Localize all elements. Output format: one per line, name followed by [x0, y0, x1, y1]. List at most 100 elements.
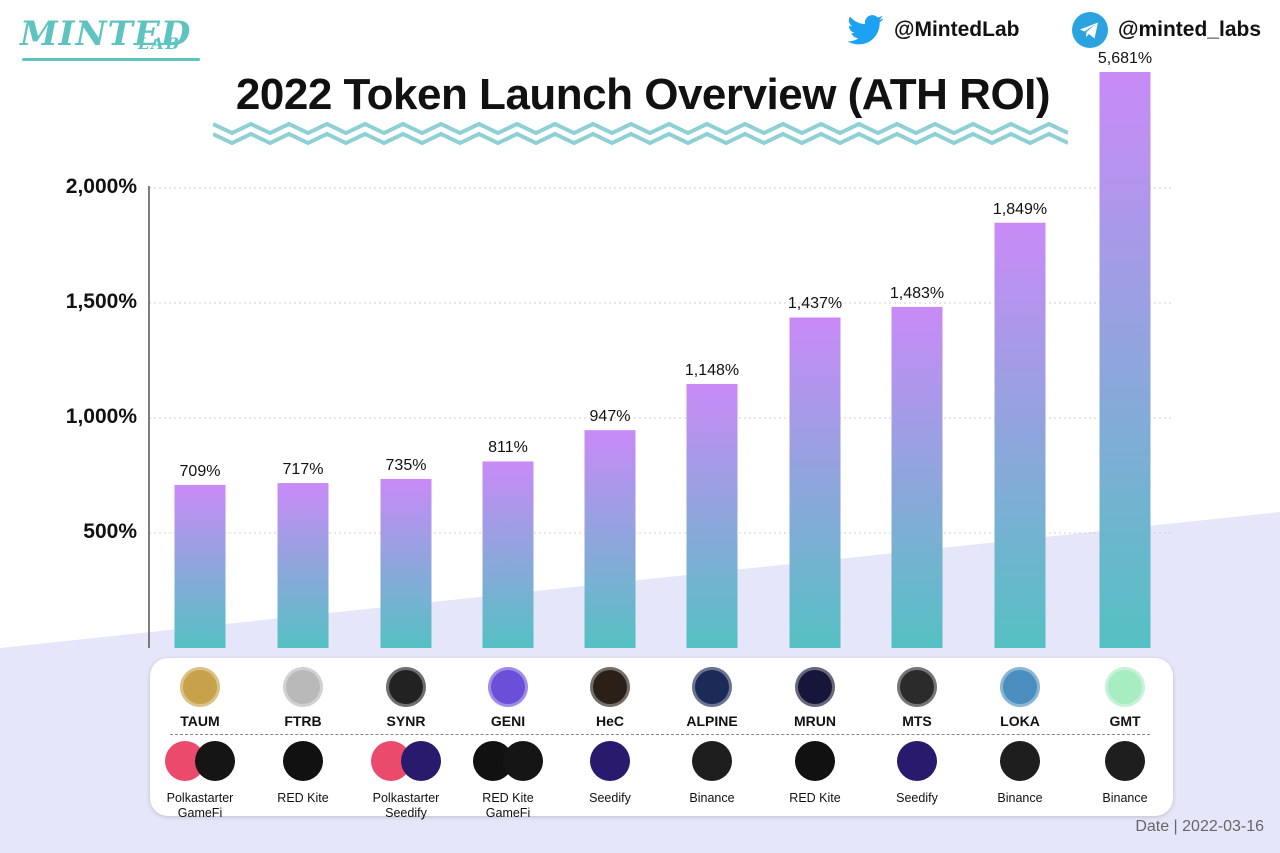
launch-platforms: Polkastarter GameFi — [150, 741, 250, 821]
platform-name: GameFi — [485, 806, 531, 820]
geni-token-icon — [488, 667, 528, 707]
token-hec: HeC — [562, 667, 658, 729]
y-tick-label: 500% — [83, 520, 137, 543]
platform-name: GameFi — [177, 806, 223, 820]
token-ftrb: FTRB — [255, 667, 351, 729]
telegram-plane-icon — [1072, 12, 1108, 48]
red-kite-icon — [283, 741, 323, 781]
gmt-token-icon — [1105, 667, 1145, 707]
bar-alpine — [686, 383, 738, 648]
token-taum: TAUM — [152, 667, 248, 729]
twitter-handle-text: @MintedLab — [894, 18, 1020, 41]
launch-platforms: Polkastarter Seedify — [356, 741, 456, 821]
platform-name: RED Kite — [789, 791, 841, 805]
launch-platforms: Seedify — [560, 741, 660, 806]
seedify-icon — [897, 741, 937, 781]
bar-value-label: 811% — [488, 439, 528, 457]
bar-value-label: 717% — [282, 461, 324, 479]
bar-geni — [482, 461, 534, 648]
token-mrun: MRUN — [767, 667, 863, 729]
synr-token-icon — [386, 667, 426, 707]
platform-name: RED Kite — [277, 791, 329, 805]
token-symbol: LOKA — [1000, 713, 1040, 729]
launch-platforms: Seedify — [867, 741, 967, 806]
twitter-bird-icon — [848, 15, 884, 45]
launch-platforms: RED Kite — [253, 741, 353, 806]
token-symbol: ALPINE — [686, 713, 738, 729]
bar-ftrb — [277, 483, 329, 648]
seedify-icon — [401, 741, 441, 781]
token-alpine: ALPINE — [664, 667, 760, 729]
platform-name: Polkastarter — [372, 791, 440, 805]
token-symbol: SYNR — [386, 713, 426, 729]
bar-mts — [891, 306, 943, 648]
y-tick-label: 1,500% — [65, 290, 137, 313]
token-mts: MTS — [869, 667, 965, 729]
panel-divider — [170, 734, 1150, 735]
launch-platforms: Binance — [1075, 741, 1175, 806]
alpine-token-icon — [692, 667, 732, 707]
mintedlab-logo: MINTED LAB — [20, 10, 205, 70]
logo-underline — [22, 58, 200, 61]
bar-synr — [380, 478, 432, 648]
red-kite-icon — [795, 741, 835, 781]
ftrb-token-icon — [283, 667, 323, 707]
platform-name: Polkastarter — [166, 791, 234, 805]
token-symbol: MRUN — [794, 713, 836, 729]
token-symbol: FTRB — [284, 713, 322, 729]
taum-token-icon — [180, 667, 220, 707]
bar-gmt — [1099, 72, 1151, 648]
bar-value-label: 1,483% — [889, 284, 945, 302]
platform-name: Binance — [689, 791, 735, 805]
title-zigzag-decoration — [213, 121, 1068, 146]
gamefi-icon — [195, 741, 235, 781]
bar-value-label: 1,849% — [992, 200, 1048, 218]
binance-icon — [1000, 741, 1040, 781]
token-symbol: GMT — [1109, 713, 1141, 729]
twitter-handle[interactable]: @MintedLab — [848, 14, 1019, 46]
token-symbol: TAUM — [180, 713, 220, 729]
platform-name: Seedify — [896, 791, 938, 805]
binance-icon — [692, 741, 732, 781]
token-geni: GENI — [460, 667, 556, 729]
date-label: Date | 2022-03-16 — [1135, 818, 1264, 835]
bar-taum — [174, 484, 226, 648]
bar-value-label: 947% — [589, 408, 631, 426]
loka-token-icon — [1000, 667, 1040, 707]
platform-name: Seedify — [385, 806, 427, 820]
launch-platforms: Binance — [970, 741, 1070, 806]
bar-loka — [994, 222, 1046, 649]
bar-value-label: 1,437% — [787, 295, 843, 313]
y-tick-label: 1,000% — [65, 405, 137, 428]
bar-value-label: 1,148% — [684, 361, 740, 379]
hec-token-icon — [590, 667, 630, 707]
telegram-handle-text: @minted_labs — [1118, 18, 1262, 41]
token-symbol: MTS — [902, 713, 932, 729]
seedify-icon — [590, 741, 630, 781]
launch-platforms: Binance — [662, 741, 762, 806]
mrun-token-icon — [795, 667, 835, 707]
token-loka: LOKA — [972, 667, 1068, 729]
gamefi-icon — [503, 741, 543, 781]
telegram-handle[interactable]: @minted_labs — [1072, 12, 1262, 48]
launch-platforms: RED Kite — [765, 741, 865, 806]
token-symbol: GENI — [490, 713, 526, 729]
chart-title: 2022 Token Launch Overview (ATH ROI) — [235, 70, 1051, 119]
token-gmt: GMT — [1077, 667, 1173, 729]
platform-name: Binance — [1102, 791, 1148, 805]
platform-name: RED Kite — [482, 791, 534, 805]
bar-value-label: 735% — [385, 456, 427, 474]
y-tick-label: 2,000% — [65, 175, 137, 198]
bar-value-label: 5,681% — [1097, 50, 1153, 67]
platform-name: Seedify — [589, 791, 631, 805]
bar-hec — [584, 430, 636, 648]
bar-value-label: 709% — [179, 462, 221, 480]
logo-sub-text: LAB — [138, 34, 182, 53]
launch-platforms: RED Kite GameFi — [458, 741, 558, 821]
binance-icon — [1105, 741, 1145, 781]
token-synr: SYNR — [358, 667, 454, 729]
bar-mrun — [789, 317, 841, 648]
logo-main-text: MINTED — [20, 14, 192, 54]
mts-token-icon — [897, 667, 937, 707]
